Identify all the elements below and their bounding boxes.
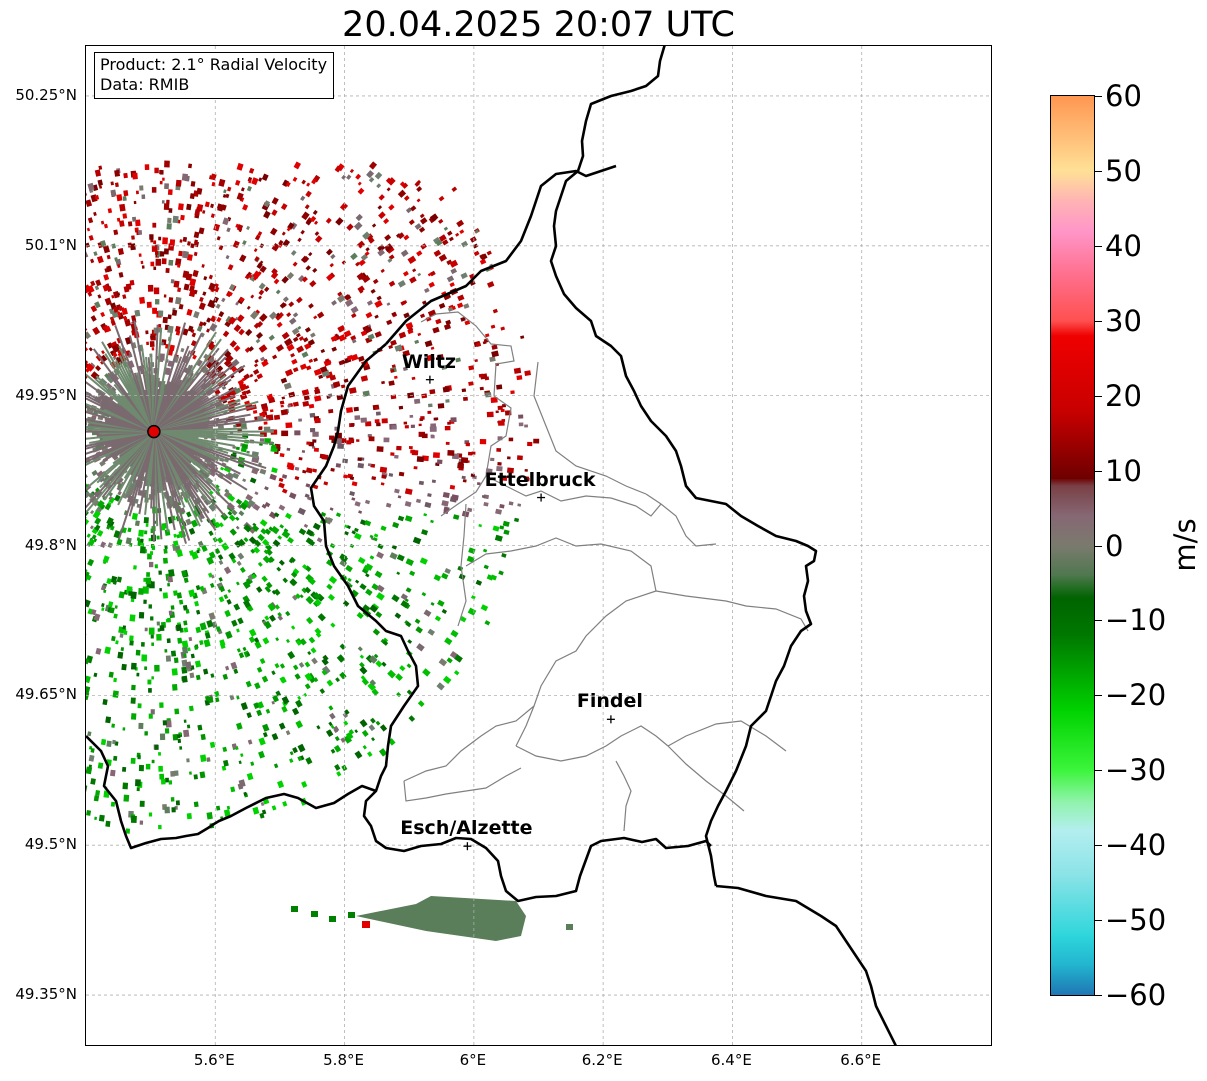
radar-echoes	[86, 160, 573, 941]
map-title: 20.04.2025 20:07 UTC	[342, 5, 735, 45]
city-marker	[606, 715, 615, 724]
canton-borders	[403, 311, 809, 832]
colorbar-segment	[1051, 230, 1094, 277]
lon-tick-label: 5.8°E	[323, 1051, 364, 1069]
colorbar-tick-label: 40	[1105, 228, 1142, 263]
lon-tick-label: 6.4°E	[711, 1051, 752, 1069]
lat-tick-label: 50.1°N	[24, 235, 77, 254]
lon-tick-label: 6.2°E	[581, 1051, 623, 1069]
colorbar-tick	[1095, 545, 1102, 547]
colorbar-tick	[1095, 395, 1102, 397]
city-marker	[425, 375, 434, 384]
colorbar-segment	[1051, 125, 1094, 172]
city-marker	[463, 842, 472, 851]
colorbar-tick	[1095, 320, 1102, 322]
colorbar-segment	[1051, 485, 1094, 517]
colorbar-segment	[1051, 410, 1094, 479]
colorbar-segment	[1051, 935, 1094, 966]
colorbar-tick	[1095, 620, 1102, 622]
velocity-colorbar	[1050, 95, 1095, 996]
colorbar-segment	[1051, 515, 1094, 546]
city-marker	[537, 493, 546, 502]
colorbar-tick-label: −40	[1105, 828, 1167, 863]
lon-tick-label: 5.6°E	[193, 1051, 235, 1069]
colorbar-segment	[1051, 96, 1094, 127]
colorbar-segment	[1051, 320, 1094, 337]
lat-tick-label: 50.25°N	[15, 85, 77, 104]
colorbar-segment	[1051, 170, 1094, 202]
colorbar-tick-label: −50	[1105, 903, 1167, 938]
lat-tick-label: 49.35°N	[15, 985, 77, 1004]
radar-site-marker[interactable]	[147, 424, 161, 439]
lat-tick-label: 49.65°N	[15, 685, 77, 704]
lon-tick-label: 6.6°E	[840, 1051, 882, 1069]
map-canvas[interactable]	[86, 46, 991, 1045]
colorbar-segment	[1051, 275, 1094, 322]
colorbar-tick	[1095, 245, 1102, 247]
colorbar-segment	[1051, 710, 1094, 771]
city-label: Esch/Alzette	[400, 817, 533, 840]
colorbar-segment	[1051, 597, 1094, 636]
lat-tick-label: 49.8°N	[24, 535, 77, 554]
product-info-box: Product: 2.1° Radial Velocity Data: RMIB	[94, 52, 335, 99]
colorbar-tick	[1095, 770, 1102, 772]
colorbar-segment	[1051, 478, 1094, 487]
colorbar-tick-label: −30	[1105, 753, 1167, 788]
city-label: Findel	[576, 690, 643, 713]
colorbar-tick	[1095, 96, 1102, 97]
colorbar-segment	[1051, 335, 1094, 412]
colorbar-tick-label: 60	[1105, 79, 1142, 113]
city-label: Ettelbruck	[484, 468, 596, 491]
colorbar-segment	[1051, 200, 1094, 232]
colorbar-tick-label: 0	[1105, 528, 1124, 563]
colorbar-tick-label: 50	[1105, 153, 1142, 188]
radar-site-dot[interactable]	[147, 424, 161, 439]
city-markers	[425, 375, 615, 851]
colorbar-tick	[1095, 920, 1102, 922]
country-borders	[86, 46, 897, 1045]
colorbar-segment	[1051, 800, 1094, 831]
data-source-label: Data: RMIB	[100, 75, 190, 94]
colorbar-segment	[1051, 635, 1094, 711]
product-label: Product: 2.1° Radial Velocity	[100, 55, 328, 74]
map-panel[interactable]	[85, 45, 992, 1046]
colorbar-tick	[1095, 845, 1102, 847]
colorbar-unit-label: m/s	[1168, 518, 1202, 572]
colorbar-segment	[1051, 875, 1094, 936]
colorbar-segment	[1051, 575, 1094, 599]
colorbar-tick	[1095, 695, 1102, 697]
colorbar-tick-label: −20	[1105, 678, 1167, 713]
colorbar-tick-label: 20	[1105, 378, 1142, 413]
colorbar-tick	[1095, 995, 1102, 996]
colorbar-tick	[1095, 170, 1102, 172]
lat-tick-label: 49.5°N	[24, 835, 77, 854]
lon-tick-label: 6°E	[459, 1051, 487, 1069]
colorbar-segment	[1051, 545, 1094, 576]
colorbar-segment	[1051, 770, 1094, 801]
colorbar-segment	[1051, 830, 1094, 876]
colorbar-tick-label: 10	[1105, 453, 1142, 488]
colorbar-tick-label: 30	[1105, 303, 1142, 338]
colorbar-tick-label: −60	[1105, 978, 1167, 1012]
city-label: Wiltz	[401, 350, 456, 373]
colorbar-tick	[1095, 470, 1102, 472]
colorbar-segment	[1051, 965, 1094, 996]
lat-tick-label: 49.95°N	[15, 385, 77, 404]
colorbar-tick-label: −10	[1105, 603, 1167, 638]
